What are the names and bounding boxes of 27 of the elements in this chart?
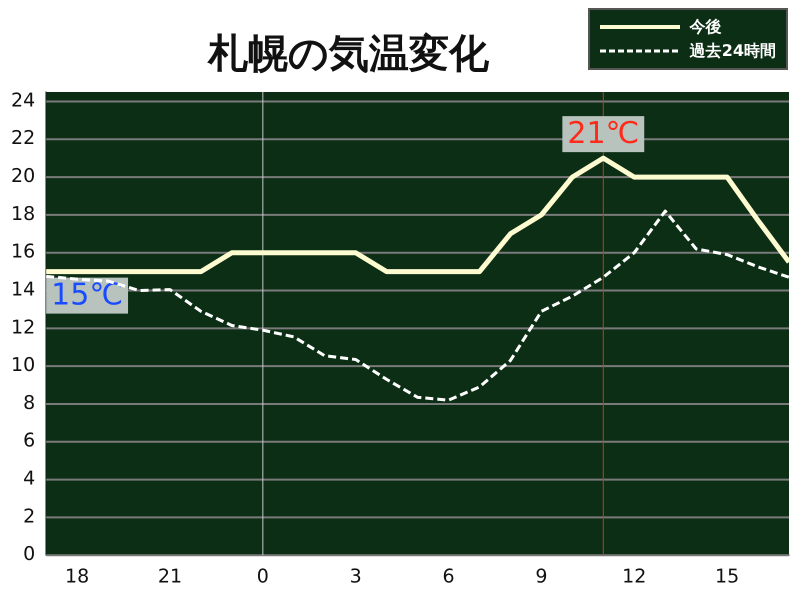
x-tick-label: 9 [535,566,548,588]
y-tick-label: 0 [23,543,36,566]
x-tick-label: 12 [622,566,646,588]
y-tick-label: 18 [10,202,36,225]
y-tick-label: 24 [10,89,36,112]
x-tick-label: 3 [350,566,362,588]
legend-label: 今後 [690,16,722,38]
x-tick-label: 6 [442,566,455,588]
y-tick-label: 16 [10,240,36,263]
y-tick-label: 10 [10,354,36,376]
x-tick-label: 15 [715,566,740,588]
x-tick-label: 21 [158,566,182,588]
y-tick-label: 22 [10,127,36,150]
y-tick-label: 8 [23,392,36,414]
line-series [44,210,790,402]
x-tick-label: 0 [256,566,269,588]
y-tick-label: 2 [23,505,36,528]
chart-title: 札幌の気温変化 [208,30,489,79]
x-tick-label: 18 [65,566,90,588]
legend-label: 過去24時間 [690,40,776,62]
y-tick-label: 4 [23,468,36,490]
y-tick-label: 6 [23,430,36,452]
y-tick-label: 12 [10,316,36,338]
annotation: 21℃ [567,116,640,151]
y-tick-label: 14 [10,278,36,300]
y-tick-label: 20 [10,165,36,188]
annotation: 15℃ [51,277,124,312]
